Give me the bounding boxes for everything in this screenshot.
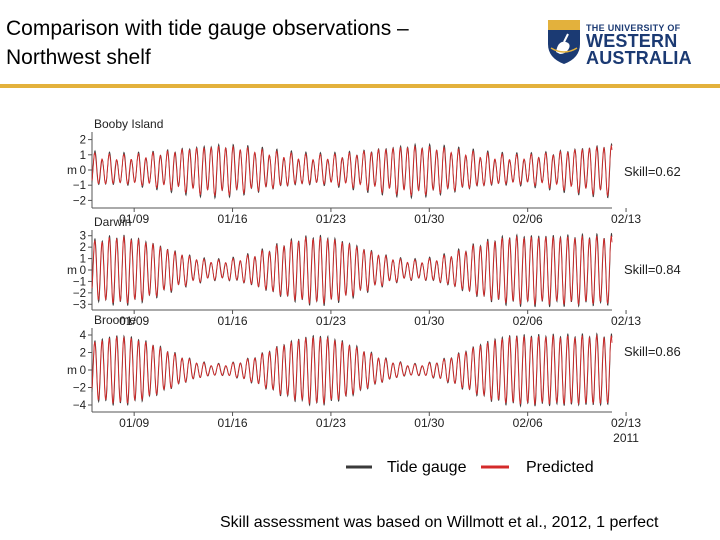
tide-gauge-line bbox=[91, 142, 613, 200]
panel-title: Booby Island bbox=[94, 117, 163, 131]
y-tick-label: 2 bbox=[80, 135, 86, 147]
logo-western: WESTERN bbox=[586, 31, 678, 51]
x-tick-label: 01/16 bbox=[218, 314, 248, 328]
x-tick-label: 01/09 bbox=[119, 212, 149, 226]
y-tick-label: 2 bbox=[80, 242, 86, 254]
logo-line-2: WESTERN AUSTRALIA bbox=[586, 31, 692, 68]
skill-label: Skill=0.84 bbox=[624, 262, 681, 277]
x-tick-label: 01/23 bbox=[316, 416, 346, 430]
predicted-line bbox=[91, 144, 613, 198]
skill-label: Skill=0.86 bbox=[624, 344, 681, 359]
skill-label: Skill=0.62 bbox=[624, 164, 681, 179]
logo-line-1: THE UNIVERSITY OF bbox=[586, 23, 681, 33]
caption: Skill assessment was based on Willmott e… bbox=[220, 514, 659, 531]
y-tick-label: 3 bbox=[80, 231, 86, 243]
y-tick-label: −2 bbox=[73, 288, 86, 300]
y-tick-label: 0 bbox=[80, 265, 86, 277]
panel-title: Darwin bbox=[94, 215, 131, 229]
x-tick-label: 02/06 bbox=[513, 212, 543, 226]
y-tick-label: 0 bbox=[80, 365, 86, 377]
x-tick-label: 02/13 bbox=[611, 314, 641, 328]
x-tick-label: 01/23 bbox=[316, 212, 346, 226]
logo-australia: AUSTRALIA bbox=[586, 48, 692, 68]
y-tick-label: 0 bbox=[80, 165, 86, 177]
y-tick-label: 4 bbox=[80, 330, 87, 342]
x-tick-label: 01/30 bbox=[414, 314, 444, 328]
y-tick-label: 1 bbox=[80, 254, 86, 266]
crest-icon bbox=[548, 20, 580, 64]
y-axis-label: m bbox=[67, 363, 77, 377]
x-tick-label: 01/16 bbox=[218, 212, 248, 226]
y-tick-label: −3 bbox=[73, 299, 86, 311]
y-tick-label: 1 bbox=[80, 150, 86, 162]
y-tick-label: −1 bbox=[73, 276, 86, 288]
x-tick-label: 01/30 bbox=[414, 416, 444, 430]
x-tick-label: 02/13 bbox=[611, 212, 641, 226]
university-logo: THE UNIVERSITY OF WESTERN AUSTRALIA bbox=[546, 18, 716, 70]
x-tick-label: 01/09 bbox=[119, 314, 149, 328]
y-tick-label: −2 bbox=[73, 383, 86, 395]
y-axis-label: m bbox=[67, 263, 77, 277]
x-tick-label: 01/09 bbox=[119, 416, 149, 430]
x-tick-label: 01/23 bbox=[316, 314, 346, 328]
y-tick-label: −4 bbox=[73, 400, 87, 412]
y-tick-label: 2 bbox=[80, 348, 86, 360]
x-tick-label: 01/30 bbox=[414, 212, 444, 226]
x-tick-label: 02/06 bbox=[513, 416, 543, 430]
y-tick-label: −2 bbox=[73, 195, 86, 207]
predicted-line bbox=[91, 235, 613, 306]
x-tick-label: 02/06 bbox=[513, 314, 543, 328]
y-tick-label: −1 bbox=[73, 180, 86, 192]
y-axis-label: m bbox=[67, 163, 77, 177]
header-rule bbox=[0, 84, 720, 88]
slide-title: Comparison with tide gauge observations … bbox=[6, 17, 409, 69]
panel-title: Broome bbox=[94, 313, 136, 327]
x-tick-label: 01/16 bbox=[218, 416, 248, 430]
predicted-line bbox=[91, 334, 613, 406]
legend-label-predicted: Predicted bbox=[526, 459, 594, 476]
x-tick-label: 02/13 bbox=[611, 416, 641, 430]
legend-label-tide-gauge: Tide gauge bbox=[387, 459, 467, 476]
year-label: 2011 bbox=[613, 431, 639, 445]
